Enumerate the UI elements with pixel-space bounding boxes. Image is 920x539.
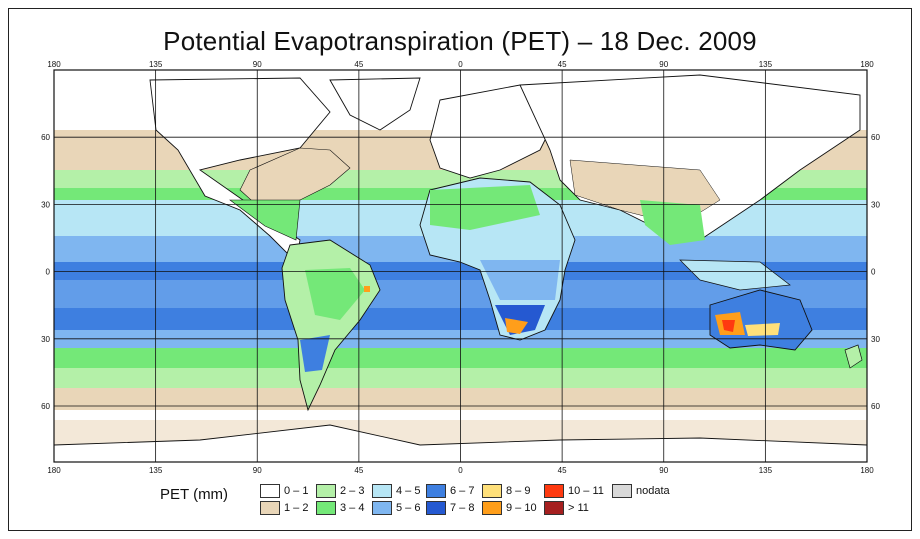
legend-swatch xyxy=(544,484,564,498)
legend-swatch xyxy=(316,484,336,498)
legend-label: 5 – 6 xyxy=(396,502,421,514)
north-america xyxy=(149,77,331,263)
legend-swatch xyxy=(544,501,564,515)
legend-label: 3 – 4 xyxy=(340,502,365,514)
legend-title: PET (mm) xyxy=(160,486,229,503)
legend-label: 0 – 1 xyxy=(284,485,309,497)
lon-tick-top: 90 xyxy=(253,60,262,69)
lat-tick-right: 60 xyxy=(871,402,880,411)
legend-label: 10 – 11 xyxy=(568,485,604,497)
tick-labels: 180 180 135 135 90 90 45 45 0 0 45 45 90 90 135 135 180 1… xyxy=(41,60,880,475)
lon-tick-top: 135 xyxy=(759,60,773,69)
lat-tick-left: 0 xyxy=(46,268,51,277)
legend-swatch xyxy=(372,501,392,515)
legend-label: 1 – 2 xyxy=(284,502,309,514)
lat-tick-left: 30 xyxy=(41,200,50,209)
lon-tick-bottom: 135 xyxy=(149,466,163,475)
legend-swatch xyxy=(260,484,280,498)
legend-label: 2 – 3 xyxy=(340,485,365,497)
lat-tick-right: 30 xyxy=(871,335,880,344)
legend-label: nodata xyxy=(636,485,670,497)
legend-swatch xyxy=(372,484,392,498)
lat-tick-left: 60 xyxy=(41,402,50,411)
legend-label: 4 – 5 xyxy=(396,485,421,497)
lon-tick-bottom: 135 xyxy=(759,466,773,475)
legend-label: 9 – 10 xyxy=(506,502,537,514)
lon-tick-top: 45 xyxy=(558,60,567,69)
map-border xyxy=(53,69,868,463)
legend-swatch xyxy=(612,484,632,498)
legend-label: 6 – 7 xyxy=(450,485,475,497)
lon-tick-bottom: 90 xyxy=(253,466,262,475)
lat-tick-left: 30 xyxy=(41,335,50,344)
lat-tick-right: 30 xyxy=(871,200,880,209)
lat-tick-left: 60 xyxy=(41,133,50,142)
lon-tick-top: 180 xyxy=(47,60,61,69)
legend-swatch xyxy=(482,501,502,515)
legend-label: 7 – 8 xyxy=(450,502,475,514)
lon-tick-bottom: 180 xyxy=(860,466,874,475)
legend-swatch xyxy=(316,501,336,515)
lon-tick-top: 90 xyxy=(659,60,668,69)
lon-tick-bottom: 0 xyxy=(458,466,463,475)
legend-swatch xyxy=(426,501,446,515)
legend-label: > 11 xyxy=(568,502,589,514)
lon-tick-top: 135 xyxy=(149,60,163,69)
legend-swatch xyxy=(426,484,446,498)
lon-tick-bottom: 90 xyxy=(659,466,668,475)
legend-label: 8 – 9 xyxy=(506,485,531,497)
lat-tick-right: 60 xyxy=(871,133,880,142)
lat-tick-right: 0 xyxy=(871,268,876,277)
legend-swatch xyxy=(260,501,280,515)
lon-tick-top: 45 xyxy=(354,60,363,69)
greenland xyxy=(329,77,421,131)
lon-tick-top: 0 xyxy=(458,60,463,69)
lon-tick-bottom: 180 xyxy=(47,466,61,475)
lon-tick-bottom: 45 xyxy=(558,466,567,475)
map-title: Potential Evapotranspiration (PET) – 18 … xyxy=(163,26,757,56)
lon-tick-top: 180 xyxy=(860,60,874,69)
legend-swatch xyxy=(482,484,502,498)
lon-tick-bottom: 45 xyxy=(354,466,363,475)
